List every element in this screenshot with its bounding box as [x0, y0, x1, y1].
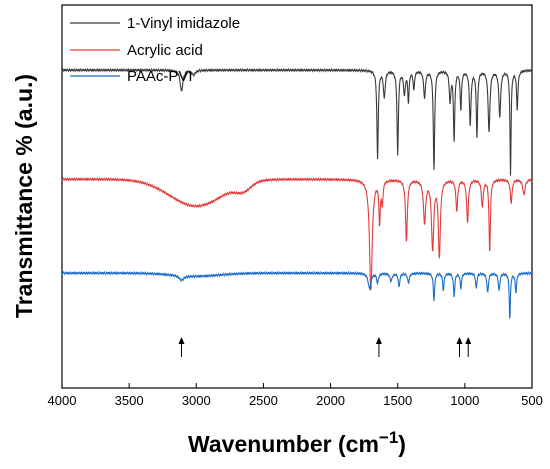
x-tick-label: 3000 — [182, 393, 211, 408]
x-tick-label: 1000 — [450, 393, 479, 408]
annotation-arrow — [178, 337, 185, 357]
x-tick-label: 1500 — [383, 393, 412, 408]
series-line-acrylic-acid — [61, 176, 533, 291]
annotation-arrow — [465, 337, 472, 357]
annotation-arrow — [456, 337, 463, 357]
plot-frame — [61, 4, 533, 389]
annotation-arrow — [375, 337, 382, 357]
annotation-layer — [178, 337, 472, 357]
series-line-paac-pvi — [61, 270, 533, 320]
x-tick-label: 4000 — [48, 393, 77, 408]
x-axis-title: Wavenumber (cm−1) — [188, 428, 406, 457]
x-tick-label: 3500 — [115, 393, 144, 408]
x-axis-ticks: 4000 3500 3000 2500 2000 1500 1000 500 — [48, 383, 543, 408]
x-axis-title-main: Wavenumber (cm — [188, 431, 379, 457]
x-tick-label: 2500 — [249, 393, 278, 408]
x-tick-label: 500 — [521, 393, 543, 408]
legend-label-paac-pvi: PAAc-PVI — [127, 68, 193, 85]
x-axis-title-close: ) — [398, 431, 406, 457]
legend-label-vinyl-imidazole: 1-Vinyl imidazole — [127, 15, 240, 32]
legend-label-acrylic-acid: Acrylic acid — [127, 42, 203, 59]
y-axis-title: Transmittance % (a.u.) — [11, 74, 37, 318]
x-tick-label: 2000 — [316, 393, 345, 408]
x-axis-title-sup: −1 — [379, 428, 398, 447]
series-layer — [61, 67, 533, 320]
series-line-1-vinyl-imidazole — [61, 67, 533, 176]
legend: 1-Vinyl imidazole Acrylic acid PAAc-PVI — [70, 15, 240, 85]
